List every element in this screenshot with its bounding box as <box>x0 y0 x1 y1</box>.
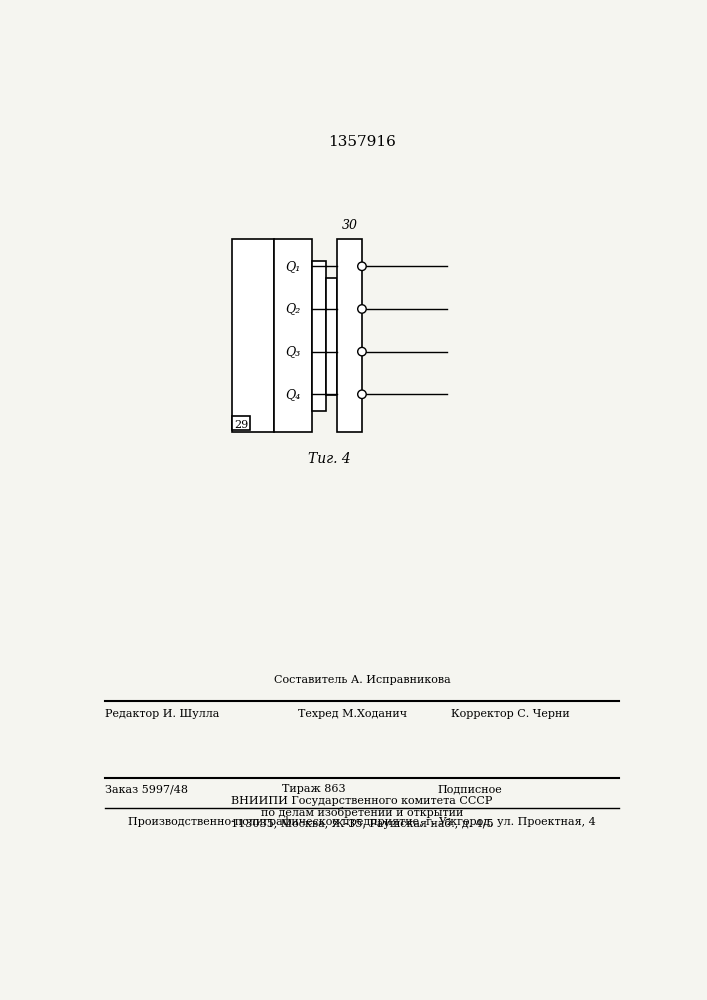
Bar <box>325 278 337 395</box>
Text: 113035, Москва, Ж-35, Раушская наб., д. 4/5: 113035, Москва, Ж-35, Раушская наб., д. … <box>230 818 493 829</box>
Text: Q₂: Q₂ <box>286 302 300 315</box>
Text: Техред М.Ходанич: Техред М.Ходанич <box>298 709 407 719</box>
Bar <box>337 239 362 432</box>
Circle shape <box>358 305 366 313</box>
Text: 30: 30 <box>341 219 358 232</box>
Bar <box>232 239 274 432</box>
Text: Подписное: Подписное <box>437 784 502 794</box>
Text: Редактор И. Шулла: Редактор И. Шулла <box>105 709 220 719</box>
Text: Составитель А. Исправникова: Составитель А. Исправникова <box>274 675 450 685</box>
Text: Корректор С. Черни: Корректор С. Черни <box>451 709 570 719</box>
Text: Q₁: Q₁ <box>286 260 300 273</box>
Text: Q₃: Q₃ <box>286 345 300 358</box>
Bar <box>274 239 312 432</box>
Circle shape <box>358 262 366 271</box>
Text: Заказ 5997/48: Заказ 5997/48 <box>105 784 189 794</box>
Circle shape <box>358 347 366 356</box>
Circle shape <box>358 390 366 399</box>
Text: Производственно-полиграфическое предприятие, г. Ужгород, ул. Проектная, 4: Производственно-полиграфическое предприя… <box>128 816 596 827</box>
Text: по делам изобретений и открытий: по делам изобретений и открытий <box>261 807 463 818</box>
Text: ВНИИПИ Государственного комитета СССР: ВНИИПИ Государственного комитета СССР <box>231 796 493 806</box>
Text: 29: 29 <box>234 420 248 430</box>
Text: Τиг. 4: Τиг. 4 <box>308 452 351 466</box>
Text: 1357916: 1357916 <box>328 135 396 149</box>
Bar <box>232 416 250 430</box>
Text: Q₄: Q₄ <box>286 388 300 401</box>
Text: Тираж 863: Тираж 863 <box>282 784 346 794</box>
Bar <box>312 261 325 411</box>
